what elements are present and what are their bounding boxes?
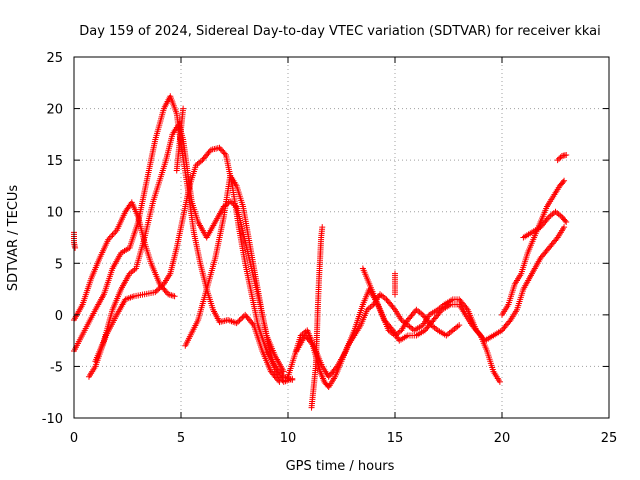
data-point-marker xyxy=(158,283,165,290)
data-point-marker xyxy=(559,179,566,186)
data-point-marker xyxy=(155,286,162,293)
data-point-marker xyxy=(236,317,243,324)
data-point-marker xyxy=(392,270,398,277)
data-point-marker xyxy=(289,375,296,382)
data-point-marker xyxy=(463,305,470,312)
series-track-e xyxy=(182,172,296,385)
x-tick-label: 20 xyxy=(494,431,511,446)
series-track-i xyxy=(499,177,568,318)
series-track-j xyxy=(520,208,570,241)
series-track-b xyxy=(71,93,283,385)
data-point-marker xyxy=(152,289,159,296)
data-point-marker xyxy=(556,155,563,162)
series-left-start xyxy=(71,229,79,251)
y-tick-labels: -10 -5 0 5 10 15 20 25 xyxy=(42,51,63,427)
x-tick-label: 10 xyxy=(280,431,297,446)
x-tick-labels: 0 5 10 15 20 25 xyxy=(70,431,617,446)
series-track-g xyxy=(293,286,503,385)
y-tick-label: 10 xyxy=(46,206,63,221)
data-point-marker xyxy=(427,320,434,327)
data-point-marker xyxy=(476,331,483,338)
y-tick-label: 15 xyxy=(46,154,63,169)
data-point-marker xyxy=(237,315,244,322)
y-tick-label: 5 xyxy=(55,257,63,272)
axis-ticks xyxy=(73,56,610,419)
series-track-f xyxy=(285,224,568,391)
series-spike-c xyxy=(392,270,398,298)
data-point-marker xyxy=(233,320,240,327)
y-tick-label: 0 xyxy=(55,309,63,324)
data-point-marker xyxy=(171,293,178,300)
data-point-marker xyxy=(390,305,397,312)
data-point-marker xyxy=(506,318,513,325)
data-point-marker xyxy=(544,215,551,222)
x-tick-label: 5 xyxy=(177,431,185,446)
data-point-marker xyxy=(309,341,316,348)
data-point-marker xyxy=(156,285,163,292)
data-point-marker xyxy=(109,231,116,238)
data-point-marker xyxy=(332,364,339,371)
y-tick-label: -10 xyxy=(42,412,63,427)
data-point-marker xyxy=(554,157,561,164)
data-point-marker xyxy=(561,224,568,231)
data-point-marker xyxy=(108,233,115,240)
data-point-marker xyxy=(563,219,570,226)
data-point-marker xyxy=(72,244,79,251)
data-point-marker xyxy=(110,230,117,237)
series-spike-b xyxy=(173,105,187,174)
data-point-marker xyxy=(180,105,187,112)
series-track-d xyxy=(85,144,296,383)
x-tick-label: 25 xyxy=(601,431,618,446)
data-point-marker xyxy=(219,147,226,154)
data-point-marker xyxy=(216,144,223,151)
data-point-marker xyxy=(561,177,568,184)
data-point-marker xyxy=(496,378,503,385)
data-series xyxy=(71,93,570,411)
x-tick-label: 15 xyxy=(387,431,404,446)
data-point-marker xyxy=(217,146,224,153)
series-spike-a xyxy=(308,224,326,411)
data-point-marker xyxy=(159,282,166,289)
y-tick-label: -5 xyxy=(50,360,63,375)
data-point-marker xyxy=(221,150,228,157)
data-point-marker xyxy=(239,314,246,321)
data-point-marker xyxy=(319,224,326,231)
y-tick-label: 20 xyxy=(46,103,63,118)
plot-frame xyxy=(73,56,610,419)
data-point-marker xyxy=(220,149,227,156)
data-point-marker xyxy=(563,151,570,158)
data-point-marker xyxy=(249,320,256,327)
data-point-marker xyxy=(553,235,560,242)
data-point-marker xyxy=(456,322,463,329)
data-point-marker xyxy=(235,318,242,325)
chart-title: Day 159 of 2024, Sidereal Day-to-day VTE… xyxy=(79,24,601,39)
y-axis-label: SDTVAR / TECUs xyxy=(6,185,21,292)
series-track-h xyxy=(359,265,463,339)
data-point-marker xyxy=(153,287,160,294)
data-point-marker xyxy=(437,308,444,315)
x-axis-label: GPS time / hours xyxy=(286,459,395,474)
series-track-k xyxy=(554,151,570,164)
data-point-marker xyxy=(562,217,569,224)
y-tick-label: 25 xyxy=(46,51,63,66)
x-tick-label: 0 xyxy=(70,431,78,446)
